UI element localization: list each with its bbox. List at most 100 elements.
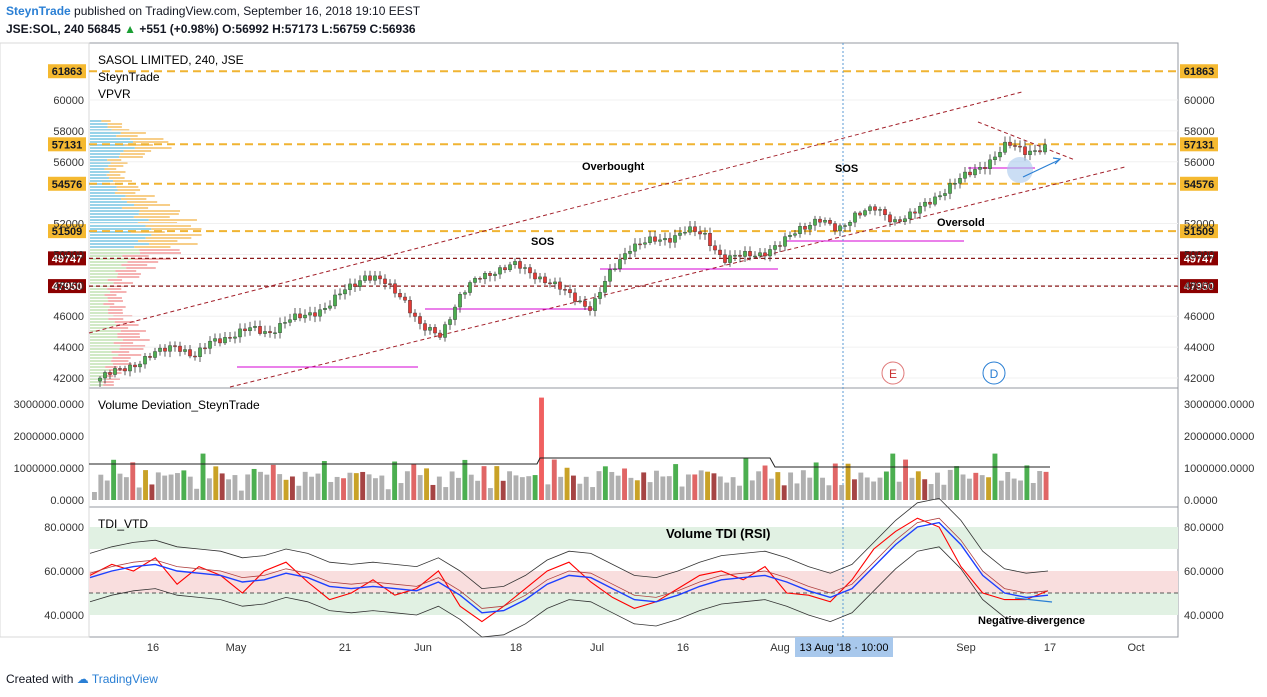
- volume-bar: [896, 481, 902, 500]
- volume-bar: [615, 475, 621, 500]
- vpvr-bar-sell: [133, 216, 170, 218]
- candle-body: [823, 220, 827, 223]
- vpvr-bar-buy: [90, 195, 126, 197]
- volume-bar: [551, 459, 557, 500]
- volume-bar: [852, 479, 857, 500]
- candle-body: [223, 337, 227, 344]
- candle-body: [613, 268, 617, 270]
- vpvr-bar-buy: [90, 339, 123, 341]
- vpvr-bar-sell: [117, 189, 141, 191]
- tdi-tick-label-right: 80.0000: [1184, 522, 1224, 534]
- last-price: 56845: [87, 22, 121, 36]
- tdi-tick-label-left: 40.0000: [44, 610, 84, 622]
- volume-bar: [379, 475, 385, 500]
- volume-bar: [590, 487, 596, 500]
- volume-bar: [366, 474, 372, 500]
- time-tick-label: 16: [147, 642, 159, 654]
- candle-body: [483, 273, 487, 280]
- candle-body: [368, 275, 372, 281]
- volume-bar: [296, 485, 302, 500]
- candle-body: [253, 326, 257, 328]
- vpvr-bar-sell: [106, 174, 121, 176]
- vpvr-bar-buy: [90, 300, 109, 302]
- vpvr-bar-buy: [90, 246, 135, 248]
- oversold-label: Oversold: [937, 217, 985, 229]
- price-tick-label-left: 56000: [53, 157, 84, 169]
- price-level-badge-left: [48, 224, 86, 239]
- price-level-badge-left: [48, 64, 86, 79]
- candle-body: [693, 226, 697, 232]
- vpvr-bar-buy: [90, 189, 118, 191]
- vpvr-bar-sell: [108, 300, 123, 302]
- candle-body: [458, 294, 462, 308]
- volume-pane-title: Volume Deviation_SteynTrade: [98, 398, 260, 412]
- vpvr-bar-buy: [90, 213, 139, 215]
- candle-body: [758, 252, 762, 257]
- volume-bar: [353, 473, 359, 500]
- price-pane-frame: [88, 42, 1179, 389]
- volume-bar: [775, 472, 781, 500]
- candle-body: [1023, 146, 1027, 155]
- volume-bar: [443, 487, 449, 500]
- vpvr-bar-buy: [90, 264, 122, 266]
- candle-body: [713, 245, 717, 251]
- volume-bar: [104, 480, 110, 500]
- tdi-pane-title: TDI_VTD: [98, 517, 148, 531]
- vpvr-bar-buy: [90, 258, 135, 260]
- vpvr-bar-buy: [90, 243, 150, 245]
- price-tick-label-right: 56000: [1184, 157, 1215, 169]
- candle-body: [268, 331, 272, 334]
- volume-bar: [168, 474, 174, 500]
- tradingview-cloud-icon[interactable]: ☁: [76, 672, 89, 686]
- candle-body: [803, 226, 807, 230]
- volume-bar: [698, 470, 704, 500]
- tdi-lower-band: [89, 546, 1049, 638]
- candle-body: [868, 206, 872, 211]
- vpvr-bar-sell: [113, 180, 132, 182]
- volume-bar: [641, 472, 647, 500]
- candle-body: [543, 276, 547, 284]
- candle-body: [828, 220, 832, 224]
- vpvr-bar-sell: [145, 225, 191, 227]
- candle-body: [168, 345, 172, 352]
- vpvr-bar-buy: [90, 321, 115, 323]
- dividend-marker-icon[interactable]: [982, 361, 1006, 385]
- volume-bar: [360, 471, 366, 500]
- volume-bar: [309, 476, 315, 500]
- volume-bar: [162, 475, 168, 500]
- vpvr-bar-sell: [151, 234, 202, 236]
- candle-body: [163, 347, 167, 352]
- time-tick-label: Oct: [1127, 642, 1144, 654]
- vpvr-bar-buy: [90, 276, 118, 278]
- left-axis-frame: [0, 42, 90, 638]
- vpvr-bar-buy: [90, 381, 104, 383]
- candle-body: [668, 238, 672, 243]
- volume-bar: [1043, 471, 1049, 500]
- candle-body: [558, 281, 562, 290]
- candle-body: [728, 255, 732, 263]
- earnings-marker-icon[interactable]: [881, 361, 905, 385]
- candle-body: [593, 298, 597, 311]
- legend-author: SteynTrade: [98, 70, 160, 84]
- tradingview-brand-link[interactable]: TradingView: [91, 672, 158, 686]
- author-link[interactable]: SteynTrade: [6, 4, 71, 18]
- vpvr-bar-sell: [109, 171, 126, 173]
- vpvr-bar-sell: [121, 264, 148, 266]
- vpvr-bar-sell: [111, 360, 129, 362]
- volume-bar: [903, 459, 908, 500]
- volume-bar: [871, 481, 877, 500]
- vpvr-bar-buy: [90, 360, 112, 362]
- high-value: H:57173: [272, 22, 319, 36]
- volume-bar: [487, 488, 493, 500]
- candle-body: [1028, 150, 1032, 155]
- volume-bar: [724, 482, 730, 500]
- vpvr-bar-buy: [90, 129, 112, 131]
- volume-bar: [679, 486, 685, 500]
- vpvr-bar-sell: [118, 273, 141, 275]
- candle-body: [953, 183, 957, 185]
- price-tick-label-right: 50000: [1184, 249, 1215, 261]
- candle-body: [698, 231, 702, 235]
- candle-body: [793, 233, 797, 236]
- candle-body: [663, 238, 667, 241]
